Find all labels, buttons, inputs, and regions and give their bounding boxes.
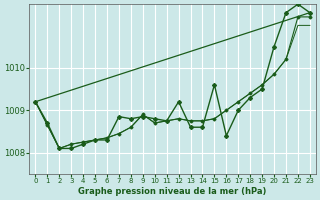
X-axis label: Graphe pression niveau de la mer (hPa): Graphe pression niveau de la mer (hPa) [78, 187, 267, 196]
